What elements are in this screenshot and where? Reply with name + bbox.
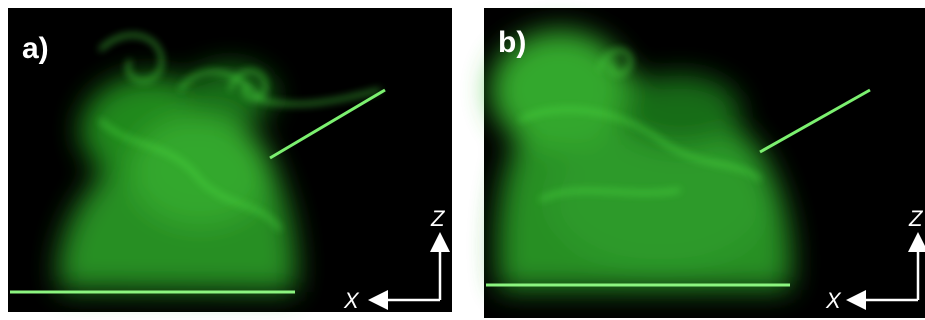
axis-label: X (825, 288, 842, 313)
panel-a: a) X Z (8, 8, 452, 313)
axis-label: Z (908, 206, 924, 231)
axis-label: Z (430, 206, 446, 231)
panel-label: b) (498, 26, 526, 59)
panel-b: b) X Z (484, 8, 925, 318)
axis-label: X (343, 288, 360, 313)
panel-label: a) (22, 32, 49, 65)
figure: a) X Z b) X Z (0, 0, 925, 320)
